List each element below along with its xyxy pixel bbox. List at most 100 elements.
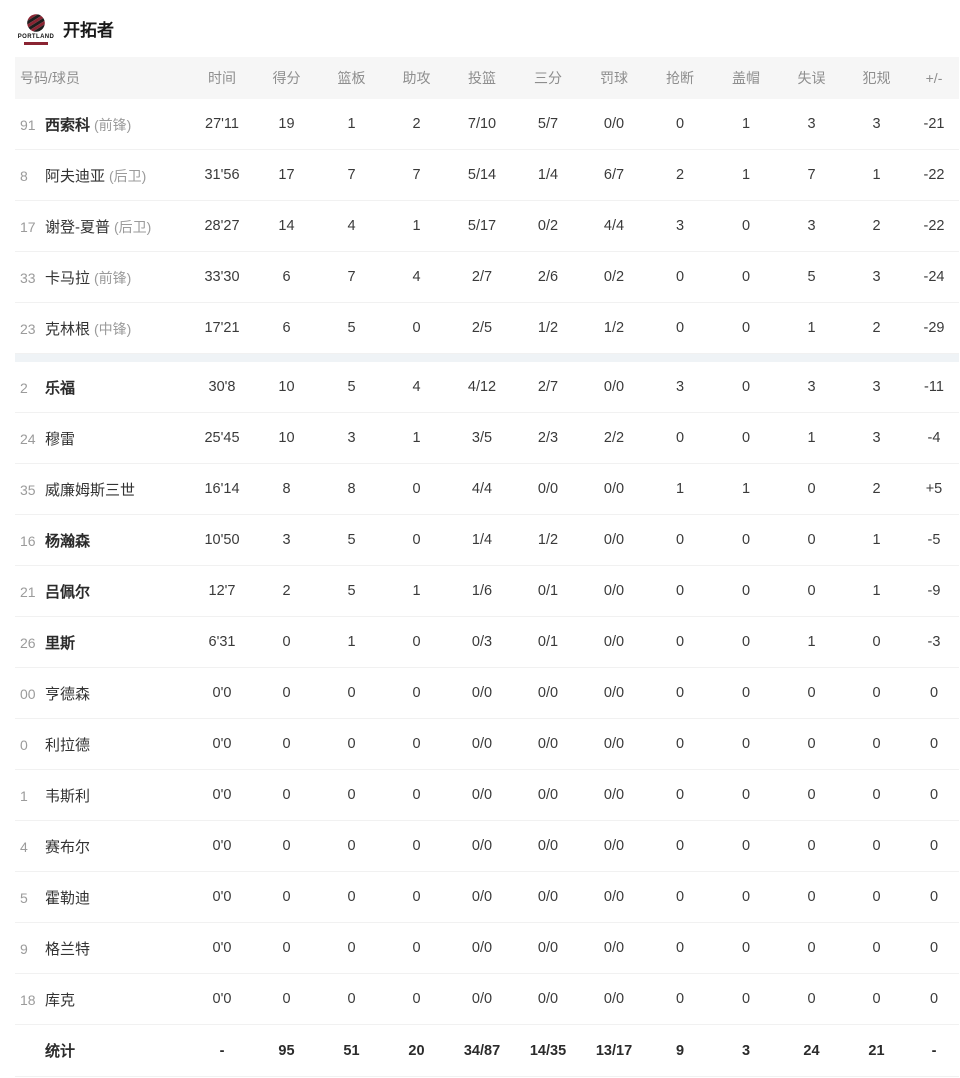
player-cell: 8 阿夫迪亚 (后卫): [15, 165, 190, 186]
stat-cell-11: -29: [923, 320, 945, 336]
player-row[interactable]: 1 韦斯利 0'0 0 0 0 0/0 0/0 0/0 0 0 0 0 0: [15, 770, 959, 821]
player-name[interactable]: 里斯: [45, 634, 76, 652]
player-cell: 00 亨德森: [15, 683, 190, 704]
player-name[interactable]: 谢登-夏普: [45, 218, 110, 236]
stat-cell-6: 0/0: [603, 379, 625, 395]
player-name[interactable]: 乐福: [45, 379, 76, 397]
player-row[interactable]: 91 西索科 (前锋) 27'11 19 1 2 7/10 5/7 0/0 0 1 3 3 -21: [15, 99, 959, 150]
section-divider: [15, 354, 959, 362]
stat-cell-4: 5/14: [467, 167, 497, 183]
stat-cell-4: 0/0: [471, 889, 493, 905]
player-name[interactable]: 霍勒迪: [45, 889, 91, 907]
stat-cell-7: 2: [675, 167, 685, 183]
stat-cell-9: 3: [807, 116, 816, 132]
stat-cell-10: 0: [872, 634, 881, 650]
stat-cell-6: 1/2: [603, 320, 625, 336]
total-stat-cell-5: 14/35: [529, 1042, 567, 1059]
player-name[interactable]: 杨瀚森: [45, 532, 91, 550]
jersey-number: 1: [20, 787, 28, 804]
player-name[interactable]: 吕佩尔: [45, 583, 91, 601]
stat-cell-5: 0/0: [537, 685, 559, 701]
player-row[interactable]: 26 里斯 6'31 0 1 0 0/3 0/1 0/0 0 0 1 0 -3: [15, 617, 959, 668]
stat-cell-2: 0: [347, 991, 356, 1007]
jersey-number: 4: [20, 838, 28, 855]
jersey-number: 9: [20, 940, 28, 957]
team-header: PORTLAND 开拓者: [0, 0, 960, 57]
player-row[interactable]: 33 卡马拉 (前锋) 33'30 6 7 4 2/7 2/6 0/2 0 0 5 3 -24: [15, 252, 959, 303]
player-row[interactable]: 00 亨德森 0'0 0 0 0 0/0 0/0 0/0 0 0 0 0 0: [15, 668, 959, 719]
stat-cell-0: 25'45: [204, 430, 240, 446]
jersey-number: 2: [20, 379, 28, 396]
stat-cell-1: 14: [278, 218, 295, 234]
stat-cell-1: 19: [278, 116, 295, 132]
player-position: (前锋): [94, 269, 132, 286]
player-name[interactable]: 穆雷: [45, 430, 76, 448]
player-name[interactable]: 卡马拉: [45, 269, 91, 287]
stat-cell-6: 0/0: [603, 889, 625, 905]
stat-cell-5: 0/0: [537, 736, 559, 752]
player-name[interactable]: 克林根: [45, 320, 91, 338]
stat-cell-3: 2: [412, 116, 421, 132]
player-cell: 9 格兰特: [15, 938, 190, 959]
stat-cell-4: 5/17: [467, 218, 497, 234]
stat-cell-9: 0: [807, 940, 816, 956]
stat-cell-6: 0/0: [603, 787, 625, 803]
stat-cell-9: 3: [807, 379, 816, 395]
stat-cell-7: 3: [675, 218, 685, 234]
total-stat-cell-11: -: [931, 1042, 937, 1059]
player-name[interactable]: 利拉德: [45, 736, 91, 754]
stat-cell-8: 0: [741, 218, 751, 234]
stat-cell-6: 0/0: [603, 838, 625, 854]
stat-cell-11: -22: [923, 167, 945, 183]
player-row[interactable]: 16 杨瀚森 10'50 3 5 0 1/4 1/2 0/0 0 0 0 1 -5: [15, 515, 959, 566]
player-row[interactable]: 17 谢登-夏普 (后卫) 28'27 14 4 1 5/17 0/2 4/4 3 0 3 2 -22: [15, 201, 959, 252]
player-name[interactable]: 格兰特: [45, 940, 91, 958]
player-row[interactable]: 35 威廉姆斯三世 16'14 8 8 0 4/4 0/0 0/0 1 1 0 2 +5: [15, 464, 959, 515]
stat-cell-6: 2/2: [603, 430, 625, 446]
player-row[interactable]: 9 格兰特 0'0 0 0 0 0/0 0/0 0/0 0 0 0 0 0: [15, 923, 959, 974]
stat-cell-9: 0: [807, 685, 816, 701]
stat-cell-5: 0/0: [537, 889, 559, 905]
stat-cell-0: 6'31: [208, 634, 236, 650]
player-row[interactable]: 24 穆雷 25'45 10 3 1 3/5 2/3 2/2 0 0 1 3 -4: [15, 413, 959, 464]
player-row[interactable]: 18 库克 0'0 0 0 0 0/0 0/0 0/0 0 0 0 0 0: [15, 974, 959, 1025]
player-name[interactable]: 韦斯利: [45, 787, 91, 805]
team-logo-city-text: PORTLAND: [17, 33, 55, 40]
stat-cell-5: 0/1: [537, 583, 559, 599]
stat-cell-6: 0/0: [603, 685, 625, 701]
stat-cell-5: 0/1: [537, 634, 559, 650]
player-row[interactable]: 8 阿夫迪亚 (后卫) 31'56 17 7 7 5/14 1/4 6/7 2 1 7 1 -22: [15, 150, 959, 201]
player-row[interactable]: 4 赛布尔 0'0 0 0 0 0/0 0/0 0/0 0 0 0 0 0: [15, 821, 959, 872]
stat-cell-2: 5: [347, 320, 356, 336]
stat-cell-9: 0: [807, 532, 816, 548]
player-cell: 4 赛布尔: [15, 836, 190, 857]
player-cell: 18 库克: [15, 989, 190, 1010]
player-name[interactable]: 西索科: [45, 116, 91, 134]
stat-cell-3: 1: [412, 583, 421, 599]
stat-cell-2: 8: [347, 481, 356, 497]
player-row[interactable]: 5 霍勒迪 0'0 0 0 0 0/0 0/0 0/0 0 0 0 0 0: [15, 872, 959, 923]
stat-cell-1: 17: [278, 167, 295, 183]
player-name[interactable]: 阿夫迪亚: [45, 167, 106, 185]
player-name[interactable]: 亨德森: [45, 685, 91, 703]
player-row[interactable]: 0 利拉德 0'0 0 0 0 0/0 0/0 0/0 0 0 0 0 0: [15, 719, 959, 770]
jersey-number: 35: [20, 481, 36, 498]
stat-cell-7: 0: [675, 269, 685, 285]
player-row[interactable]: 21 吕佩尔 12'7 2 5 1 1/6 0/1 0/0 0 0 0 1 -9: [15, 566, 959, 617]
player-position: (后卫): [109, 167, 147, 184]
stat-cell-1: 6: [282, 269, 291, 285]
player-name[interactable]: 赛布尔: [45, 838, 91, 856]
stat-cell-3: 0: [412, 940, 421, 956]
stat-cell-7: 0: [675, 634, 685, 650]
stat-cell-2: 5: [347, 379, 356, 395]
player-cell: 1 韦斯利: [15, 785, 190, 806]
column-header-5: 投篮: [468, 70, 496, 86]
stat-cell-10: 0: [872, 991, 881, 1007]
stat-cell-10: 3: [872, 379, 881, 395]
player-name[interactable]: 威廉姆斯三世: [45, 481, 136, 499]
jersey-number: 17: [20, 218, 36, 235]
stat-cell-0: 0'0: [212, 838, 232, 854]
player-name[interactable]: 库克: [45, 991, 76, 1009]
player-row[interactable]: 2 乐福 30'8 10 5 4 4/12 2/7 0/0 3 0 3 3 -11: [15, 362, 959, 413]
player-row[interactable]: 23 克林根 (中锋) 17'21 6 5 0 2/5 1/2 1/2 0 0 1 2 -29: [15, 303, 959, 354]
